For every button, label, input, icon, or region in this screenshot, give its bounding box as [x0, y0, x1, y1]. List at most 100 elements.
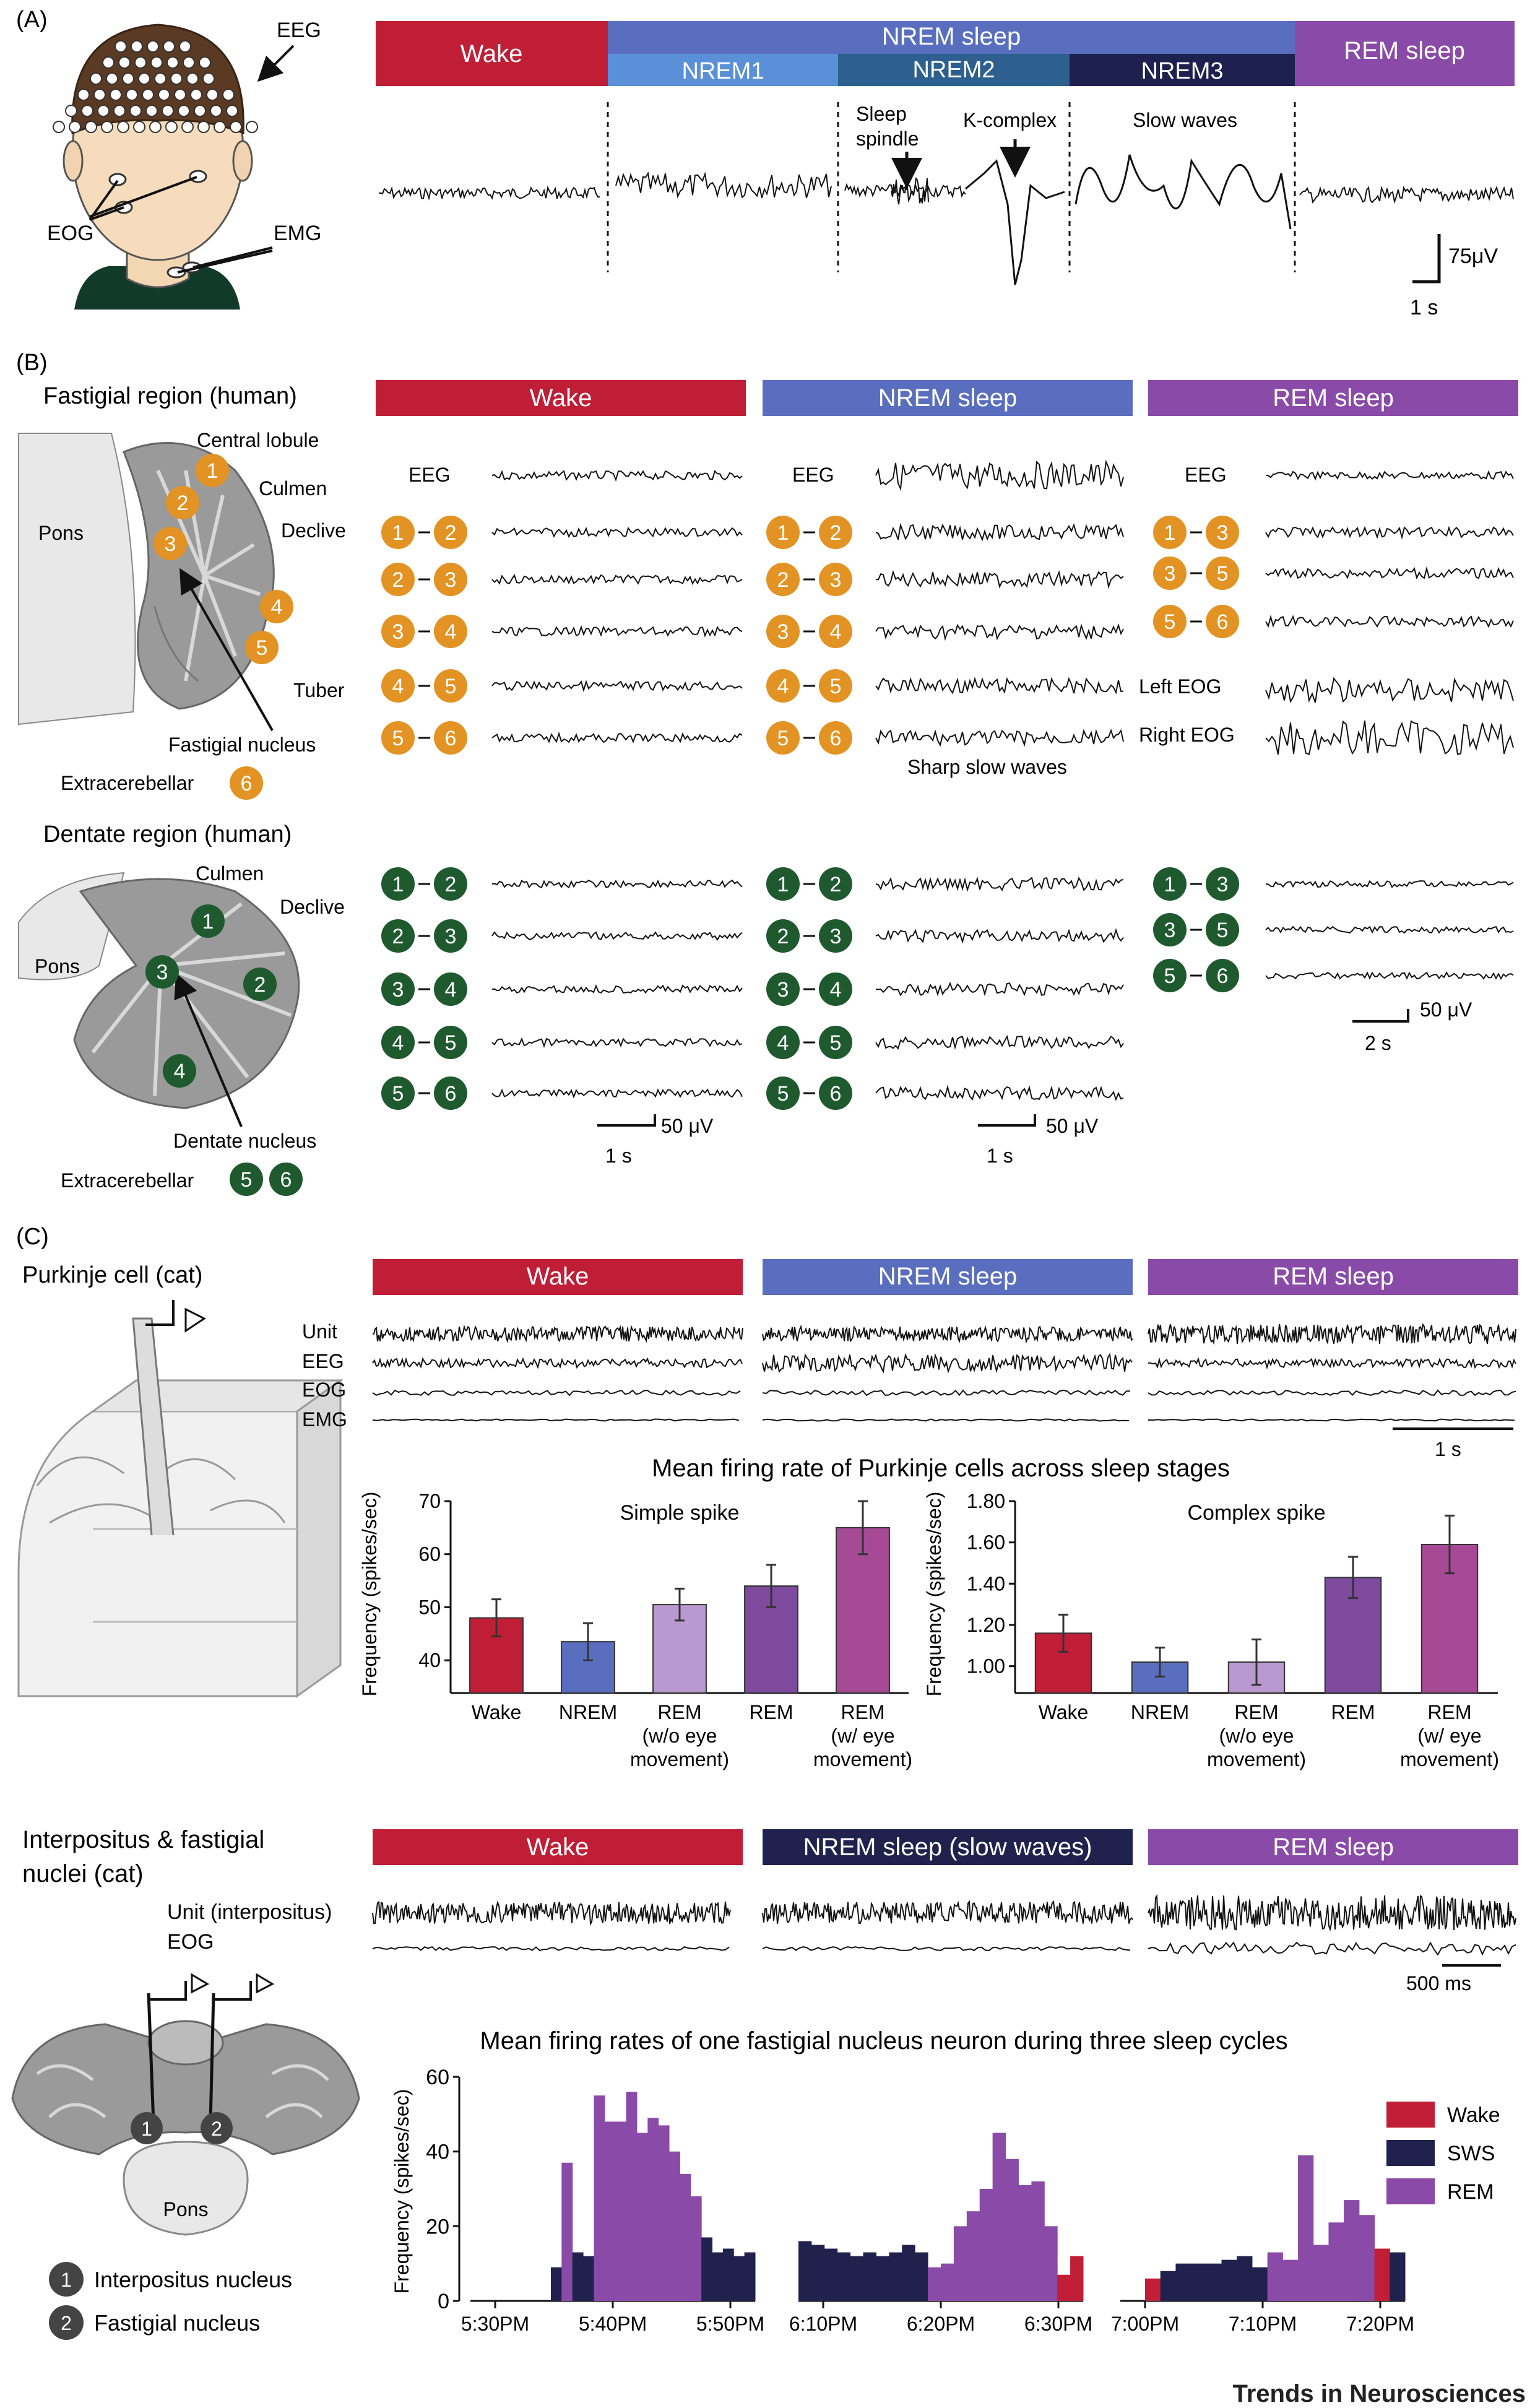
electrode-num: 3: [777, 978, 789, 1002]
hist-bar: [722, 2248, 734, 2301]
left-eog-label: Left EOG: [1139, 675, 1221, 698]
fastigial-trace: [875, 623, 1124, 641]
electrode-4: [766, 669, 800, 703]
legend-label: REM: [1447, 2180, 1494, 2204]
electrode-num: 3: [830, 925, 842, 948]
hist-bar: [979, 2189, 993, 2301]
pons-label-f: Pons: [38, 522, 84, 544]
hist-y-tick-label: 0: [438, 2290, 449, 2313]
hist-bar: [798, 2241, 812, 2301]
dentate-electrode-num: 6: [280, 1168, 292, 1192]
electrode-2: [381, 919, 415, 953]
hist-bar: [636, 2133, 648, 2301]
svg-text:Wake: Wake: [530, 384, 592, 412]
eog-trace-c2: [1148, 1941, 1516, 1956]
electrode-num: 2: [392, 925, 404, 948]
interpositus-nucleus-label: Interpositus nucleus: [94, 2267, 292, 2292]
eeg-trace-rem: [1299, 185, 1514, 204]
cap-electrode: [158, 89, 170, 101]
y-axis-label: Frequency (spikes/sec): [358, 1492, 381, 1697]
electrode-num: 6: [1217, 964, 1229, 988]
eeg-trace-c: [372, 1356, 743, 1369]
fastigial-electrode: [196, 454, 229, 487]
fastigial-trace-rem: [1265, 566, 1514, 580]
fastigial-electrode-num: 5: [256, 636, 268, 660]
fastigial-electrode: [245, 631, 279, 664]
fastigial-trace: [491, 625, 743, 638]
cap-electrode: [85, 121, 97, 133]
stage-nrem3-a: [1070, 54, 1295, 86]
x-tick-label: movement): [630, 1748, 729, 1770]
dentate-trace: [491, 1088, 743, 1099]
hist-y-label: Frequency (spikes/sec): [391, 2089, 413, 2294]
fastigial-nucleus-label: Fastigial nucleus: [168, 734, 316, 756]
interpositus-traces: [372, 1894, 1516, 1956]
x-tick-label: REM: [1234, 1701, 1278, 1723]
fastigial-trace: [875, 729, 1124, 747]
electrode-5: [766, 1076, 800, 1110]
electrode-num: 6: [445, 727, 457, 750]
legend-swatch: [1386, 2140, 1435, 2166]
unit-trace: [762, 1324, 1133, 1344]
electrode-3: [434, 563, 467, 596]
eeg-trace: [1265, 470, 1514, 481]
fastigial-trace-rem: [1265, 526, 1514, 540]
electrode-num: 5: [1164, 610, 1176, 634]
electrode-num: 6: [830, 727, 842, 750]
cap-electrode: [106, 72, 118, 85]
cap-electrode: [129, 105, 142, 117]
fastigial-electrode-num: 2: [177, 492, 189, 515]
dentate-electrode-num: 3: [157, 961, 168, 984]
y-tick-label: 50: [418, 1596, 441, 1618]
electrode-num: 5: [392, 727, 404, 750]
fastigial-trace: [491, 574, 743, 586]
electrode-3: [819, 919, 852, 953]
hist-x-tick-label: 6:30PM: [1024, 2313, 1092, 2335]
eeg-label-b3: EEG: [1185, 464, 1227, 486]
electrode-2: [381, 563, 415, 596]
electrode-6: [434, 721, 467, 755]
slow-waves: [1074, 154, 1292, 230]
x-tick-label: (w/ eye: [831, 1725, 894, 1747]
electrode-1: [766, 867, 800, 901]
cap-electrode: [81, 105, 93, 117]
error-bar: [583, 1622, 593, 1661]
svg-text:NREM sleep: NREM sleep: [882, 23, 1021, 50]
sleep-spindle: [891, 176, 929, 205]
cap-electrode: [190, 89, 202, 101]
scale-bar-a: [1412, 234, 1441, 284]
electrode-4: [434, 615, 467, 648]
electrode-3: [434, 919, 467, 953]
emg-label-c: EMG: [302, 1408, 347, 1431]
slow-waves-label: Slow waves: [1133, 109, 1237, 131]
fastigial-title: Fastigial region (human): [43, 383, 297, 409]
electrode-num: 3: [445, 925, 457, 948]
electrode-num: 1: [392, 873, 404, 896]
hist-bar: [1390, 2252, 1406, 2301]
electrode-num: 5: [1164, 964, 1176, 988]
electrode-1: [1153, 867, 1187, 901]
dentate-electrode-num: 4: [174, 1060, 186, 1083]
electrode-num: 3: [392, 978, 404, 1002]
electrode-num: 2: [777, 568, 789, 592]
electrode-num: 4: [392, 1031, 404, 1055]
cap-electrode: [142, 89, 154, 101]
dentate-trace: [875, 928, 1124, 944]
electrode-3: [766, 615, 800, 648]
hist-bar: [1237, 2256, 1253, 2301]
stage-nrem2-a: [838, 54, 1070, 86]
electrode-num: 4: [445, 978, 457, 1002]
eeg-trace-c: [762, 1353, 1133, 1374]
electrode-1: [766, 516, 800, 549]
hist-x-tick-label: 7:20PM: [1346, 2313, 1414, 2335]
electrode-4: [381, 669, 415, 703]
electrode-num: 4: [777, 1031, 789, 1055]
x-tick-label: REM: [1331, 1701, 1375, 1723]
dentate-electrode: [269, 1163, 303, 1196]
eeg-label-b2: EEG: [792, 464, 834, 486]
hist-bar: [647, 2118, 659, 2301]
fastigial-electrode: [154, 527, 187, 560]
legend-label: Wake: [1447, 2103, 1500, 2127]
stage-rem-a: [1295, 21, 1515, 86]
